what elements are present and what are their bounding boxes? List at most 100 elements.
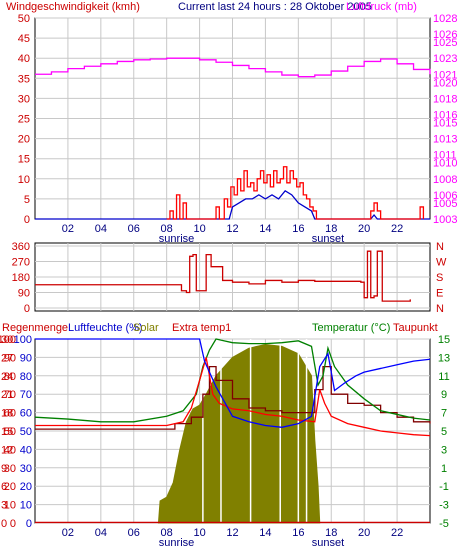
panel2-y-tick-label: 360 <box>12 241 30 253</box>
wind-gust-line <box>166 166 425 220</box>
panel3-y2-tick-label: 9 <box>441 389 447 401</box>
panel3-rain-tick-value: 6 <box>1 481 7 493</box>
panel3-rain-tick-value: 9 <box>1 463 7 475</box>
panel3-humidity-tick-label: 80 <box>20 371 32 383</box>
panel1-y2-tick-label: 1013 <box>433 134 457 146</box>
panel3-humidity-tick-label: 50 <box>20 426 32 438</box>
panel1-y2-tick-label: 1011 <box>433 150 457 162</box>
dew-title: Taupunkt <box>393 322 438 334</box>
panel1-y-tick-label: 35 <box>18 73 30 85</box>
panel1-y2-tick-label: 1008 <box>433 174 457 186</box>
panel2-y2-tick-label: S <box>436 272 443 284</box>
panel2-y2-tick-label: N <box>436 303 444 315</box>
panel1-y2-tick-label: 1018 <box>433 93 457 105</box>
panel3-y2-tick-label: 11 <box>438 371 449 383</box>
panel1-x-tick-label: 12 <box>226 223 238 235</box>
panel3-x-tick-label: 04 <box>95 527 107 539</box>
panel1-x-tick-label: 22 <box>391 223 403 235</box>
solar-title: Solar <box>133 322 159 334</box>
sunset-label: sunset <box>312 233 344 245</box>
panel3-y2-tick-label: -5 <box>439 518 449 530</box>
panel3-humidity-tick-label: 0 <box>26 518 32 530</box>
panel3-humidity-tick-label: 90 <box>20 352 32 364</box>
wind-direction-line <box>35 250 411 302</box>
panel1-y2-tick-label: 1023 <box>433 53 457 65</box>
pressure-title: Luftdruck (mb) <box>346 1 417 13</box>
panel3-y2-tick-label: -1 <box>439 481 449 493</box>
panel3-y2-tick-label: 5 <box>441 426 447 438</box>
panel3-rain-tick-value: 18 <box>1 408 13 420</box>
panel1-x-tick-label: 06 <box>128 223 140 235</box>
panel1-y2-tick-label: 1003 <box>433 214 457 226</box>
panel3-humidity-tick-label: 20 <box>20 481 32 493</box>
wind-pressure-panel: 0510152025303540455010031005100610081010… <box>18 13 458 245</box>
panel3-humidity-tick-label: 30 <box>20 463 32 475</box>
panel3-humidity-tick-label: 70 <box>20 389 32 401</box>
panel1-x-tick-label: 16 <box>292 223 304 235</box>
panel3-rain-tick-value: 12 <box>1 444 13 456</box>
panel2-y-tick-label: 90 <box>18 288 30 300</box>
panel3-y2-tick-label: 15 <box>438 334 450 346</box>
panel1-y-tick-label: 40 <box>18 53 30 65</box>
temp-title: Temperatur (°C) <box>312 322 390 334</box>
wind-title: Windgeschwindigkeit (kmh) <box>6 1 140 13</box>
panel3-rain-tick-label: 100 <box>0 334 16 346</box>
panel3-x-tick-label: 22 <box>391 527 403 539</box>
panel3-rain-tick-value: 30 <box>1 334 13 346</box>
panel1-y-tick-label: 15 <box>18 154 30 166</box>
panel3-x-tick-label: 16 <box>292 527 304 539</box>
panel3-y2-tick-label: -3 <box>439 500 449 512</box>
extra-title: Extra temp1 <box>172 322 231 334</box>
sunset-label-bottom: sunset <box>312 537 344 549</box>
panel3-humidity-tick-label: 10 <box>20 500 32 512</box>
panel3-rain-tick-label: 80 <box>4 371 16 383</box>
panel1-y2-tick-label: 1016 <box>433 109 457 121</box>
panel3-humidity-tick-label: 40 <box>20 444 32 456</box>
humidity-line <box>35 338 431 428</box>
panel3-rain-tick-label: 20 <box>4 481 16 493</box>
panel3-x-tick-label: 12 <box>226 527 238 539</box>
panel2-y2-tick-label: W <box>436 257 447 269</box>
solar-area <box>157 344 321 524</box>
panel1-y-tick-label: 30 <box>18 93 30 105</box>
panel2-y-tick-label: 270 <box>12 257 30 269</box>
panel3-x-tick-label: 08 <box>161 527 173 539</box>
panel3-rain-tick-label: 30 <box>4 463 16 475</box>
panel1-y2-tick-label: 1010 <box>433 158 457 170</box>
panel2-y-tick-label: 180 <box>12 272 30 284</box>
panel3-y2-tick-label: 7 <box>441 408 447 420</box>
panel1-x-tick-label: 04 <box>95 223 107 235</box>
panel3-x-tick-label: 14 <box>259 527 271 539</box>
panel1-y-tick-label: 50 <box>18 13 30 25</box>
panel2-y2-tick-label: N <box>436 241 444 253</box>
panel3-x-tick-label: 06 <box>128 527 140 539</box>
panel3-rain-tick-value: 0 <box>1 518 7 530</box>
panel3-y2-tick-label: 3 <box>441 444 447 456</box>
wind-direction-panel: 0 N 90 E 180 S 270 W 360 N <box>12 241 447 315</box>
panel3-rain-tick-value: 15 <box>1 426 13 438</box>
panel3-rain-tick-value: 24 <box>1 371 13 383</box>
panel1-y-tick-label: 20 <box>18 134 30 146</box>
panel3-rain-tick-value: 3 <box>1 500 7 512</box>
panel1-x-tick-label: 08 <box>161 223 173 235</box>
panel3-x-tick-label: 18 <box>325 527 337 539</box>
panel1-y2-tick-label: 1025 <box>433 37 457 49</box>
panel1-y-tick-label: 45 <box>18 33 30 45</box>
panel3-rain-tick-label: 90 <box>4 352 16 364</box>
panel3-rain-tick-label: 50 <box>4 426 16 438</box>
pressure-line <box>35 57 431 78</box>
panel3-x-tick-label: 20 <box>358 527 370 539</box>
panel3-humidity-tick-label: 60 <box>20 408 32 420</box>
extra-temp-line <box>34 338 431 423</box>
current-title: Current last 24 hours : 28 Oktober 2005 <box>178 1 372 13</box>
panel1-y-tick-label: 10 <box>18 174 30 186</box>
panel1-x-tick-label: 14 <box>259 223 271 235</box>
panel1-y2-tick-label: 1026 <box>433 29 457 41</box>
rain-title: Regenmenge <box>2 322 68 334</box>
panel2-y2-tick-label: E <box>436 288 443 300</box>
panel1-y2-tick-label: 1006 <box>433 190 457 202</box>
panel1-y2-tick-label: 1015 <box>433 118 457 130</box>
panel1-x-tick-label: 02 <box>62 223 74 235</box>
